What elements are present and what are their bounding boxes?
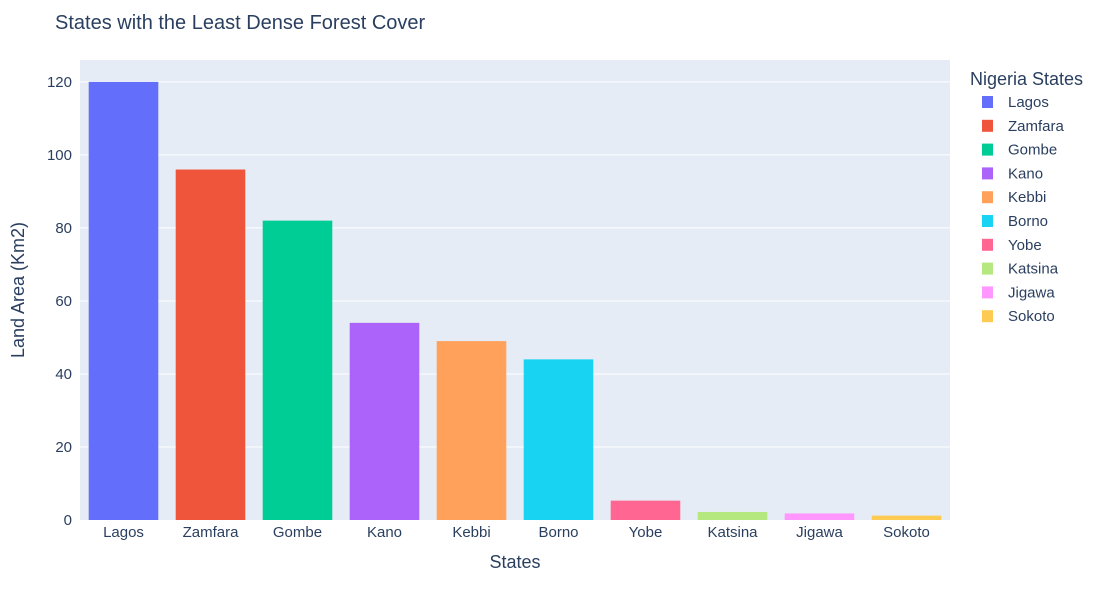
y-tick-label: 80	[55, 220, 72, 237]
bars	[88, 81, 942, 521]
legend-swatch	[982, 143, 993, 156]
legend-swatch	[982, 286, 993, 299]
x-tick-label: Borno	[538, 524, 578, 541]
y-tick-label: 0	[64, 512, 72, 529]
bar-kano	[349, 322, 420, 520]
legend-swatch	[982, 167, 993, 180]
legend-swatch	[982, 191, 993, 204]
legend-item-label: Borno	[1008, 213, 1048, 230]
legend-swatch	[982, 238, 993, 251]
legend-item-label: Katsina	[1008, 261, 1059, 278]
legend-items: Lagos Zamfara Gombe Kano Kebbi Borno Yobe Katsi…	[982, 94, 1065, 325]
y-tick-label: 60	[55, 293, 72, 310]
x-tick-label: Kebbi	[452, 524, 490, 541]
bar-yobe	[610, 500, 681, 520]
legend-item-label: Lagos	[1008, 94, 1049, 111]
legend: Nigeria States Lagos Zamfara Gombe Kano Kebb…	[970, 69, 1083, 325]
x-tick-label: Lagos	[103, 524, 144, 541]
bar-borno	[523, 359, 594, 520]
bar-lagos	[88, 81, 159, 521]
x-tick-label: Sokoto	[883, 524, 930, 541]
y-tick-label: 120	[47, 74, 72, 91]
legend-item-label: Yobe	[1008, 237, 1042, 254]
y-axis-title: Land Area (Km2)	[8, 222, 28, 358]
legend-swatch	[982, 215, 993, 227]
x-tick-label: Katsina	[707, 524, 758, 541]
x-tick-label: Zamfara	[183, 524, 240, 541]
legend-item-label: Zamfara	[1008, 118, 1065, 135]
x-tick-label: Kano	[367, 524, 402, 541]
bar-zamfara	[175, 169, 246, 520]
y-tick-label: 20	[55, 439, 72, 456]
x-tick-label: Yobe	[629, 524, 663, 541]
x-tick-label: Jigawa	[796, 524, 843, 541]
legend-swatch	[982, 262, 993, 275]
x-axis-title: States	[489, 552, 540, 572]
legend-item-label: Kano	[1008, 165, 1043, 182]
bar-gombe	[262, 220, 333, 520]
legend-swatch	[982, 310, 993, 323]
x-tick-label: Gombe	[273, 524, 322, 541]
bar-katsina	[697, 511, 768, 520]
legend-item-label: Kebbi	[1008, 189, 1046, 206]
y-axis-ticks: 0 20 40 60 80 100 120	[47, 74, 72, 529]
legend-title: Nigeria States	[970, 69, 1083, 89]
bar-kebbi	[436, 341, 507, 520]
y-tick-label: 40	[55, 366, 72, 383]
y-tick-label: 100	[47, 147, 72, 164]
chart-title: States with the Least Dense Forest Cover	[55, 12, 426, 34]
legend-swatch	[982, 96, 993, 108]
bar-sokoto	[871, 515, 942, 520]
bar-jigawa	[784, 513, 855, 520]
legend-item-label: Gombe	[1008, 142, 1057, 159]
legend-swatch	[982, 119, 993, 132]
legend-item-label: Sokoto	[1008, 308, 1055, 325]
legend-item-label: Jigawa	[1008, 284, 1055, 301]
x-axis-ticks: Lagos Zamfara Gombe Kano Kebbi Borno Yobe Katsi…	[103, 524, 930, 541]
